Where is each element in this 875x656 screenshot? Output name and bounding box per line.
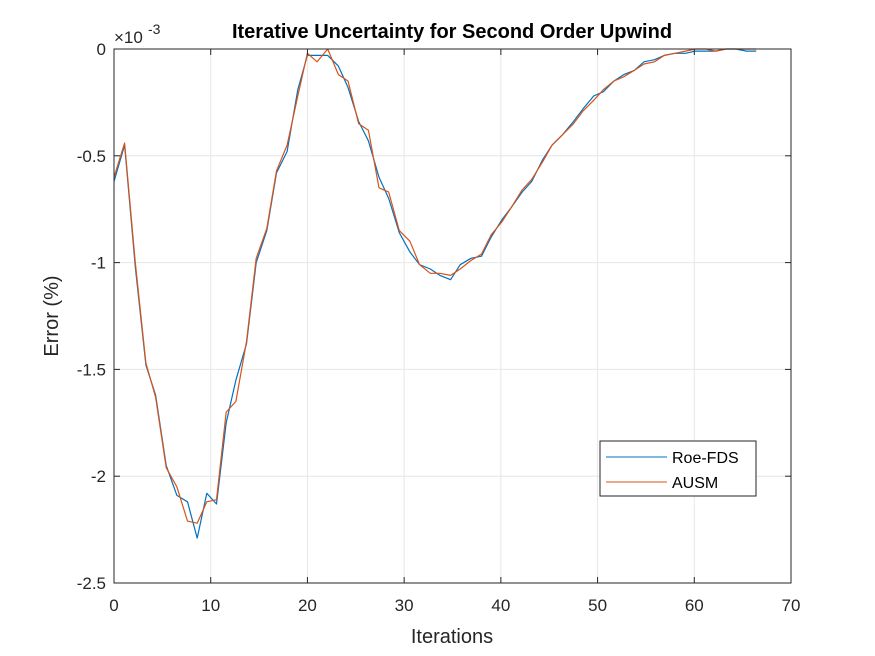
x-tick-label: 10 (201, 596, 220, 615)
tick-labels: 0 10 20 30 40 50 60 70 0 -0.5 -1 -1.5 -2 -2.5 (77, 40, 801, 615)
axes-box (113, 48, 792, 584)
legend-box (599, 440, 757, 497)
x-tick-label: 0 (109, 596, 118, 615)
y-tick-label: -2.5 (77, 574, 106, 593)
y-exponent-base: ×10 (114, 28, 143, 47)
y-exponent: ×10 -3 (114, 21, 161, 47)
y-tick-label: -1 (91, 254, 106, 273)
x-tick-label: 40 (491, 596, 510, 615)
x-tick-label: 70 (782, 596, 801, 615)
y-axis-label: Error (%) (41, 275, 63, 356)
y-tick-label: -0.5 (77, 147, 106, 166)
axis-ticks (113, 48, 792, 584)
y-exponent-power: -3 (148, 21, 161, 37)
x-tick-label: 60 (685, 596, 704, 615)
series-line-ausm (113, 48, 757, 524)
legend-label-ausm: AUSM (672, 475, 718, 492)
y-tick-label: -1.5 (77, 360, 106, 379)
y-tick-label: 0 (97, 40, 106, 59)
series-lines (113, 48, 757, 539)
legend-label-roe-fds: Roe-FDS (672, 450, 739, 467)
x-tick-label: 20 (298, 596, 317, 615)
x-axis-label: Iterations (411, 626, 493, 648)
x-tick-label: 50 (588, 596, 607, 615)
chart-title: Iterative Uncertainty for Second Order U… (232, 21, 672, 43)
legend: Roe-FDS AUSM (599, 440, 757, 497)
y-tick-label: -2 (91, 467, 106, 486)
series-line-roe-fds (113, 48, 757, 539)
x-tick-label: 30 (395, 596, 414, 615)
